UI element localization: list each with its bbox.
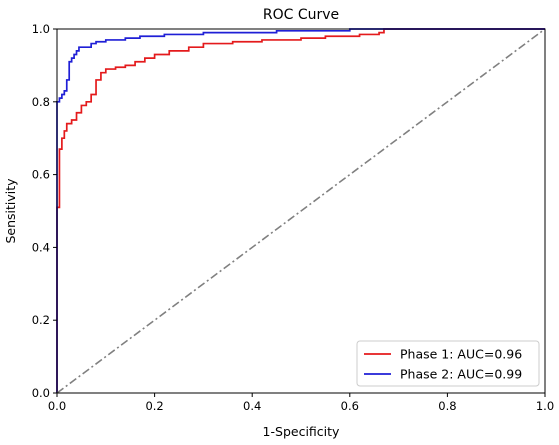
y-tick-label: 0.0 bbox=[32, 386, 50, 400]
legend: Phase 1: AUC=0.96 Phase 2: AUC=0.99 bbox=[356, 340, 540, 387]
x-tick-label: 1.0 bbox=[536, 399, 554, 413]
plot-area bbox=[56, 28, 546, 394]
y-tick-label: 0.8 bbox=[32, 95, 50, 109]
axis-ticks: 0.00.0 0.2 0.2 0.4 0.4 0.6 0.6 0.8 0.8 1.0 1.0 bbox=[32, 22, 554, 413]
legend-box bbox=[356, 340, 540, 387]
x-tick-label: 0.2 bbox=[145, 399, 163, 413]
x-tick-label: 0.0 bbox=[48, 399, 66, 413]
x-tick-label: 0.8 bbox=[438, 399, 456, 413]
x-tick-label: 0.4 bbox=[243, 399, 261, 413]
x-tick-label: 0.6 bbox=[341, 399, 359, 413]
axes-frame bbox=[56, 28, 546, 394]
y-tick-label: 0.4 bbox=[32, 240, 50, 254]
chart-title: ROC Curve bbox=[263, 7, 339, 23]
y-tick-label: 1.0 bbox=[32, 22, 50, 36]
x-axis-label: 1-Specificity bbox=[263, 424, 340, 439]
chance-line bbox=[56, 28, 546, 394]
y-axis-label: Sensitivity bbox=[3, 178, 18, 244]
y-tick-label: 0.6 bbox=[32, 168, 50, 182]
series-line-2 bbox=[56, 28, 545, 393]
y-tick-label: 0.2 bbox=[32, 313, 50, 327]
legend-label-1: Phase 1: AUC=0.96 bbox=[400, 347, 522, 362]
series-line-1 bbox=[56, 28, 545, 393]
legend-label-2: Phase 2: AUC=0.99 bbox=[400, 367, 522, 382]
